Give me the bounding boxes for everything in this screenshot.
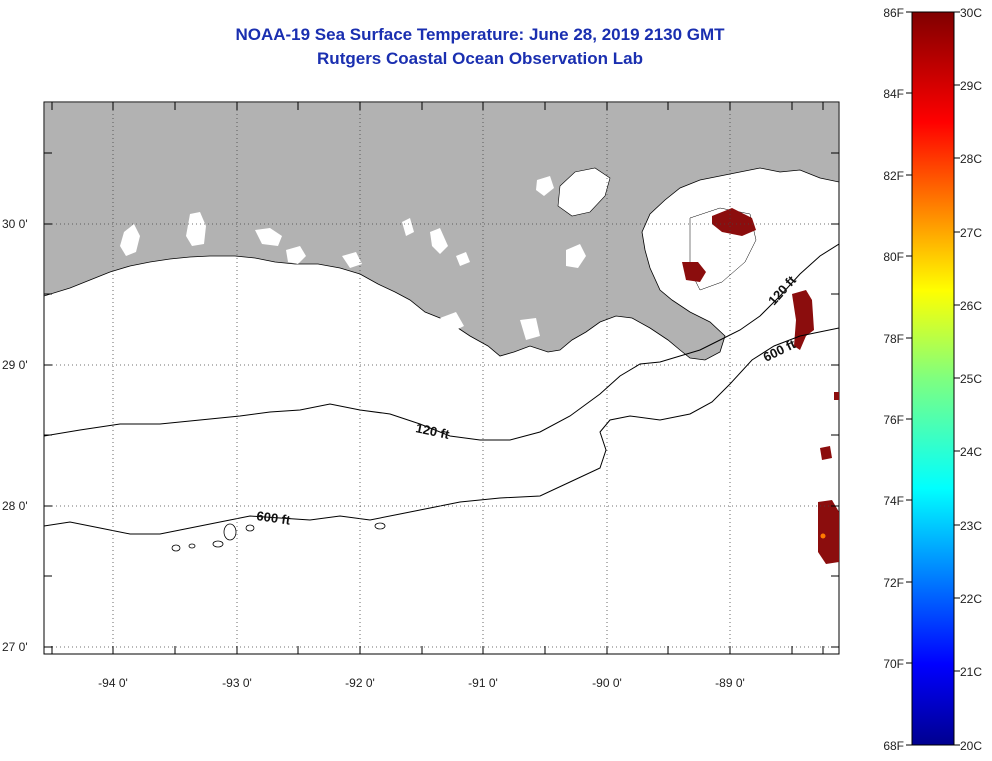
colorbar-c-label: 29C (960, 79, 982, 93)
colorbar-f-label: 84F (883, 87, 904, 101)
lat-label: 29 0' (2, 358, 28, 372)
colorbar-f-label: 86F (883, 6, 904, 20)
lon-label: -92 0' (345, 676, 375, 690)
lat-label: 27 0' (2, 640, 28, 654)
lake-salvador (566, 244, 586, 268)
lon-label: -93 0' (222, 676, 252, 690)
sst-warm-pixel (820, 533, 826, 539)
colorbar-c-label: 21C (960, 665, 982, 679)
contour-label-120ft-west: 120 ft (414, 420, 451, 442)
colorbar-ticks (906, 11, 960, 746)
graticule (44, 102, 839, 654)
contour-fragments (171, 522, 386, 552)
colorbar-f-label: 72F (883, 576, 904, 590)
lake-maurepas (536, 176, 554, 196)
contour-600ft (44, 327, 839, 535)
colorbar-f-label: 82F (883, 169, 904, 183)
lake-calcasieu (186, 212, 206, 246)
lake-pontchartrain (557, 167, 611, 217)
lake-sabine (120, 224, 140, 256)
lon-label: -89 0' (715, 676, 745, 690)
colorbar-f-label: 70F (883, 657, 904, 671)
colorbar-c-label: 24C (960, 445, 982, 459)
lon-label: -90 0' (592, 676, 622, 690)
colorbar-c-label: 25C (960, 372, 982, 386)
map-subtitle: Rutgers Coastal Ocean Observation Lab (317, 49, 643, 68)
lat-label: 30 0' (2, 217, 28, 231)
colorbar-gradient (911, 11, 955, 746)
colorbar-c-label: 20C (960, 739, 982, 753)
sst-hot-pixels (682, 208, 839, 564)
colorbar-c-label: 30C (960, 6, 982, 20)
colorbar-c-label: 28C (960, 152, 982, 166)
lake-small-5 (440, 312, 464, 332)
colorbar-c-label: 22C (960, 592, 982, 606)
lon-label: -94 0' (98, 676, 128, 690)
colorbar-c-label: 27C (960, 226, 982, 240)
map-title: NOAA-19 Sea Surface Temperature: June 28… (235, 25, 725, 44)
colorbar-c-label: 23C (960, 519, 982, 533)
lake-small-4 (342, 252, 362, 268)
lake-small-1 (402, 218, 414, 236)
lake-small-6 (520, 318, 540, 340)
colorbar-f-label: 78F (883, 332, 904, 346)
frame-ticks (44, 102, 839, 654)
colorbar-c-label: 26C (960, 299, 982, 313)
colorbar-f-label: 68F (883, 739, 904, 753)
contour-label-600ft-west: 600 ft (256, 508, 292, 528)
contour-120ft (44, 243, 839, 441)
land-louisiana-texas (44, 102, 839, 361)
lake-grand (255, 228, 282, 246)
lake-white (286, 246, 306, 264)
colorbar-f-label: 80F (883, 250, 904, 264)
lat-label: 28 0' (2, 499, 28, 513)
lake-small-3 (456, 252, 470, 266)
colorbar-f-label: 74F (883, 494, 904, 508)
colorbar (911, 11, 955, 746)
lon-label: -91 0' (468, 676, 498, 690)
lake-small-2 (430, 228, 448, 254)
colorbar-f-label: 76F (883, 413, 904, 427)
